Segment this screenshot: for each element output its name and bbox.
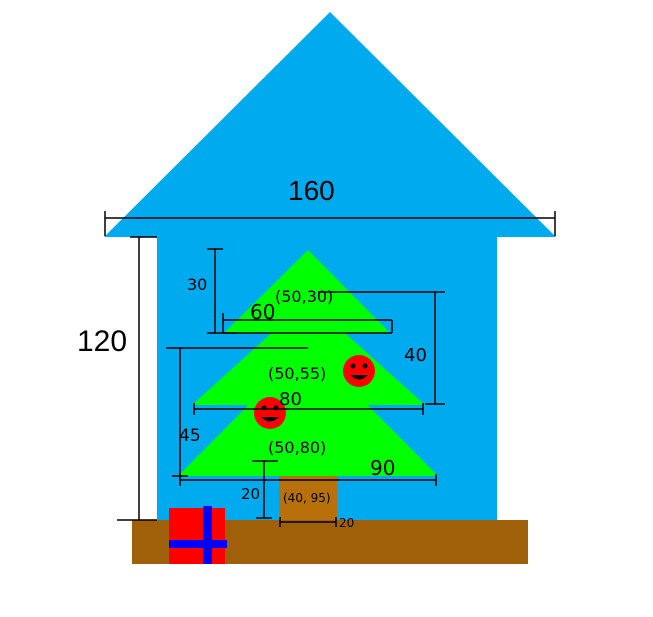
house-height-dimension: [117, 236, 157, 521]
tier1-point-label: (50,30): [275, 287, 333, 306]
tree-tier-bottom: [178, 345, 438, 476]
tree-tier-top: [224, 250, 390, 333]
tier1-width-dimension: [222, 313, 393, 334]
trunk-height-label: 20: [241, 485, 260, 503]
tier2-height-label: 40: [404, 345, 427, 366]
tier2-width-label: 80: [279, 389, 302, 410]
tier2-width-dimension: [193, 403, 424, 415]
tier3-height-label: 45: [179, 426, 201, 446]
roof-width-label: 160: [288, 175, 335, 206]
tier3-width-dimension: [179, 474, 437, 486]
trunk-width-dimension: [279, 517, 337, 527]
house-height-label: 120: [77, 325, 127, 358]
tier2-point-label: (50,55): [268, 364, 326, 383]
trunk-height-dimension: [252, 460, 278, 519]
tier1-width-label: 60: [250, 300, 275, 324]
tree-trunk: [279, 476, 337, 520]
trunk-width-label: 20: [339, 516, 354, 530]
smiley-face-icon: [343, 355, 375, 387]
roof-width-dimension: [104, 211, 556, 236]
tier2-height-dimension: [318, 291, 445, 405]
tier1-height-label: 30: [187, 275, 207, 294]
tier3-point-label: (50,80): [268, 438, 326, 457]
house-roof: [104, 12, 556, 237]
gift-box-icon: [169, 506, 227, 564]
tier3-width-label: 90: [370, 456, 395, 480]
trunk-point-label: (40, 95): [283, 491, 331, 505]
